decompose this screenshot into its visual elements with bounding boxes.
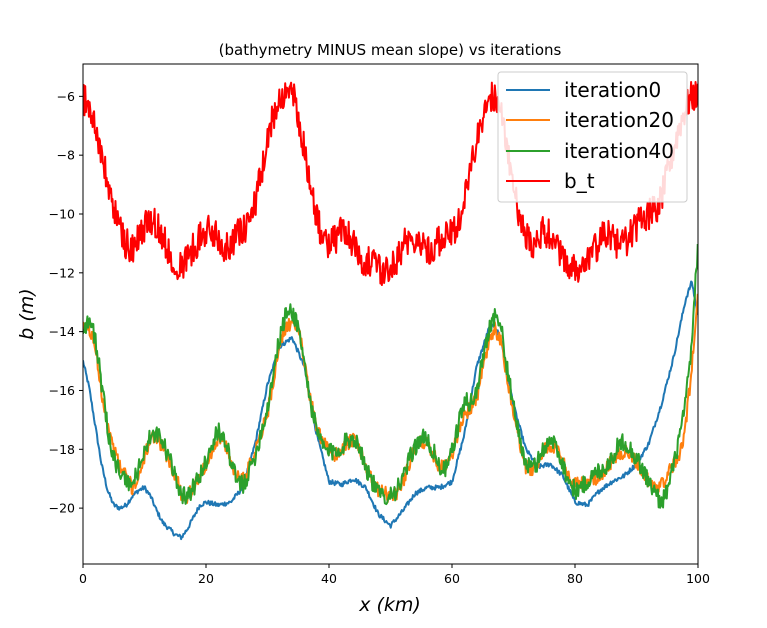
y-axis-label: b (m) bbox=[16, 288, 38, 339]
legend-box bbox=[497, 71, 688, 203]
chart-title: (bathymetry MINUS mean slope) vs iterati… bbox=[219, 41, 562, 59]
series-line-iteration0 bbox=[83, 280, 698, 541]
legend: iteration0 iteration20 iteration40 b_t bbox=[497, 71, 688, 203]
series-line-b-t bbox=[83, 80, 698, 287]
y-tick-label: −6 bbox=[57, 89, 75, 104]
plot-frame bbox=[82, 63, 699, 565]
series-layer bbox=[83, 80, 698, 541]
y-tick-label: −18 bbox=[49, 442, 75, 457]
legend-label-b-t: b_t bbox=[564, 169, 595, 193]
x-tick-label: 100 bbox=[686, 571, 710, 586]
y-tick-label: −14 bbox=[49, 324, 75, 339]
y-tick-label: −8 bbox=[57, 148, 75, 163]
x-axis: 0 20 40 60 80 100 bbox=[79, 564, 710, 586]
legend-label-iteration0: iteration0 bbox=[564, 78, 661, 102]
x-tick-label: 0 bbox=[79, 571, 87, 586]
x-axis-label: x (km) bbox=[358, 594, 421, 616]
y-axis: −20 −18 −16 −14 −12 −10 −8 −6 bbox=[49, 89, 83, 516]
x-tick-label: 60 bbox=[444, 571, 460, 586]
y-tick-label: −20 bbox=[49, 501, 75, 516]
y-tick-label: −12 bbox=[49, 265, 75, 280]
series-line-iteration40 bbox=[83, 243, 698, 509]
y-tick-label: −16 bbox=[49, 383, 75, 398]
x-tick-label: 40 bbox=[321, 571, 337, 586]
x-tick-label: 80 bbox=[567, 571, 583, 586]
legend-label-iteration40: iteration40 bbox=[564, 139, 674, 163]
x-tick-label: 20 bbox=[198, 571, 214, 586]
legend-label-iteration20: iteration20 bbox=[564, 108, 674, 132]
y-tick-label: −10 bbox=[49, 207, 75, 222]
